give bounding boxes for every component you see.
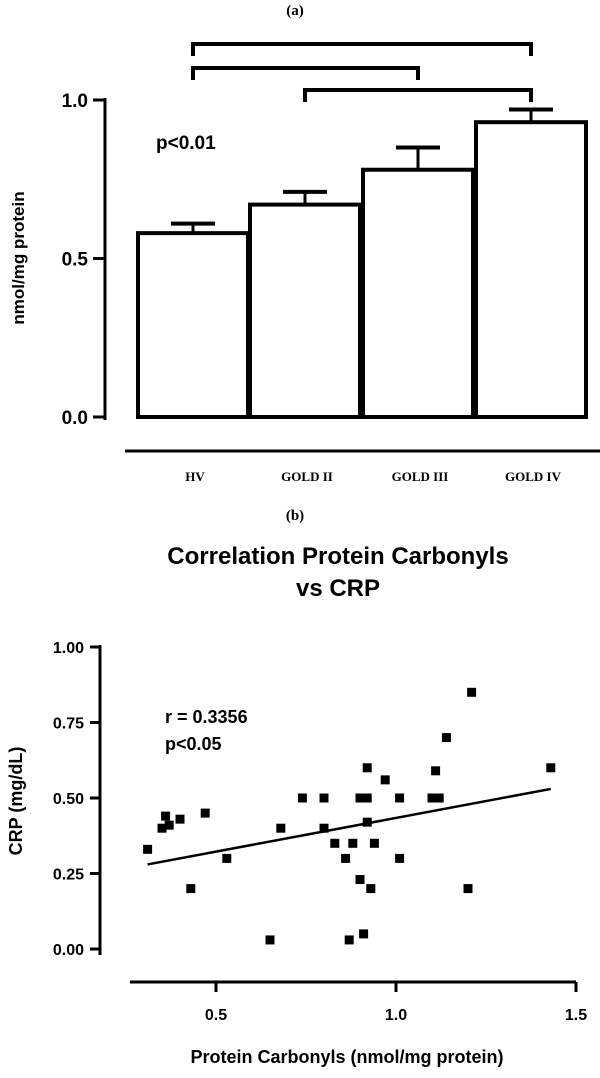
panel-a-bar-1: [136, 231, 250, 419]
panel-b-x-tick-label: 1.5: [565, 1007, 587, 1024]
panel-b-r-annotation: r = 0.3356: [165, 707, 248, 727]
panel-a-bar-4: [474, 120, 588, 419]
panel-a-significance-brackets: [191, 42, 533, 102]
panel-a-category-label-1: HV: [185, 469, 205, 484]
panel-b: (b) Correlation Protein Carbonyls vs CRP…: [6, 508, 587, 1067]
panel-b-point-18: [355, 793, 365, 803]
panel-b-point-8: [222, 853, 232, 863]
panel-b-point-14: [330, 838, 340, 848]
panel-b-point-6: [186, 884, 196, 894]
panel-b-label: (b): [286, 508, 304, 524]
panel-a-category-label-4: GOLD IV: [505, 469, 562, 484]
panel-a: (a) nmol/mg protein p<0.01 0.0 0.5 1.0 HV G…: [9, 3, 600, 484]
panel-b-x-tick-label: 0.5: [205, 1007, 227, 1024]
panel-b-point-3: [161, 811, 171, 821]
panel-b-p-annotation: p<0.05: [165, 734, 222, 754]
panel-a-p-value-annotation: p<0.01: [156, 133, 216, 154]
panel-a-significance-bracket-2: [191, 66, 420, 80]
panel-b-point-17: [348, 838, 358, 848]
panel-b-point-1: [143, 844, 153, 854]
panel-b-fit-line: [147, 787, 552, 866]
panel-a-error-bars: [171, 107, 553, 234]
panel-b-x-ticks: 0.5 1.0 1.5: [205, 982, 587, 1024]
panel-b-point-10: [276, 823, 286, 833]
panel-b-point-26: [380, 775, 390, 785]
panel-a-significance-bracket-1: [191, 42, 533, 56]
panel-b-y-tick-label: 0.00: [53, 942, 84, 959]
panel-b-point-24: [366, 884, 376, 894]
panel-b-point-33: [463, 884, 473, 894]
panel-b-point-20: [359, 929, 369, 939]
panel-b-y-ticks: 0.00 0.25 0.50 0.75 1.00: [53, 640, 100, 959]
panel-b-y-tick-label: 1.00: [53, 640, 84, 657]
panel-b-y-axis-label: CRP (mg/dL): [6, 747, 26, 856]
panel-b-point-12: [319, 793, 329, 803]
panel-a-bar-2: [248, 202, 362, 419]
panel-b-point-32: [441, 733, 451, 743]
panel-b-point-31: [434, 793, 444, 803]
panel-a-y-tick-label: 0.0: [62, 408, 88, 429]
panel-b-point-13: [319, 823, 329, 833]
panel-b-point-11: [297, 793, 307, 803]
panel-a-category-label-2: GOLD II: [281, 469, 333, 484]
panel-b-point-21: [362, 793, 372, 803]
panel-b-point-30: [431, 766, 441, 776]
panel-b-point-23: [362, 763, 372, 773]
panel-b-point-9: [265, 935, 275, 945]
panel-b-x-axis-label: Protein Carbonyls (nmol/mg protein): [190, 1047, 503, 1067]
panel-a-y-axis-label: nmol/mg protein: [9, 191, 28, 324]
panel-a-bar-3: [361, 167, 475, 419]
panel-b-point-15: [341, 853, 351, 863]
panel-b-y-tick-label: 0.50: [53, 791, 84, 808]
panel-b-point-5: [175, 814, 185, 824]
panel-b-point-7: [200, 808, 210, 818]
panel-b-point-34: [467, 687, 477, 697]
panel-b-title-line-1: Correlation Protein Carbonyls: [167, 543, 508, 570]
panel-a-y-ticks: 0.0 0.5 1.0: [62, 91, 105, 429]
panel-b-point-35: [546, 763, 556, 773]
panel-a-y-tick-label: 0.5: [62, 250, 89, 271]
panel-b-y-tick-label: 0.25: [53, 867, 84, 884]
panel-b-title-line-2: vs CRP: [296, 575, 380, 602]
panel-b-point-28: [395, 853, 405, 863]
panel-a-category-label-3: GOLD III: [392, 469, 449, 484]
panel-b-point-16: [344, 935, 354, 945]
panel-a-significance-bracket-3: [303, 88, 533, 102]
panel-b-point-25: [369, 838, 379, 848]
panel-a-y-tick-label: 1.0: [62, 91, 88, 112]
panel-a-bars: [136, 120, 588, 419]
panel-b-point-29: [427, 793, 437, 803]
panel-b-point-4: [164, 820, 174, 830]
panel-b-point-19: [355, 875, 365, 885]
panel-b-point-2: [157, 823, 167, 833]
panel-b-y-tick-label: 0.75: [53, 716, 84, 733]
panel-a-category-labels: HV GOLD II GOLD III GOLD IV: [185, 469, 561, 484]
panel-b-x-tick-label: 1.0: [385, 1007, 407, 1024]
panel-b-point-27: [395, 793, 405, 803]
panel-b-fit-line-group: [147, 787, 552, 866]
panel-a-label: (a): [286, 3, 304, 19]
